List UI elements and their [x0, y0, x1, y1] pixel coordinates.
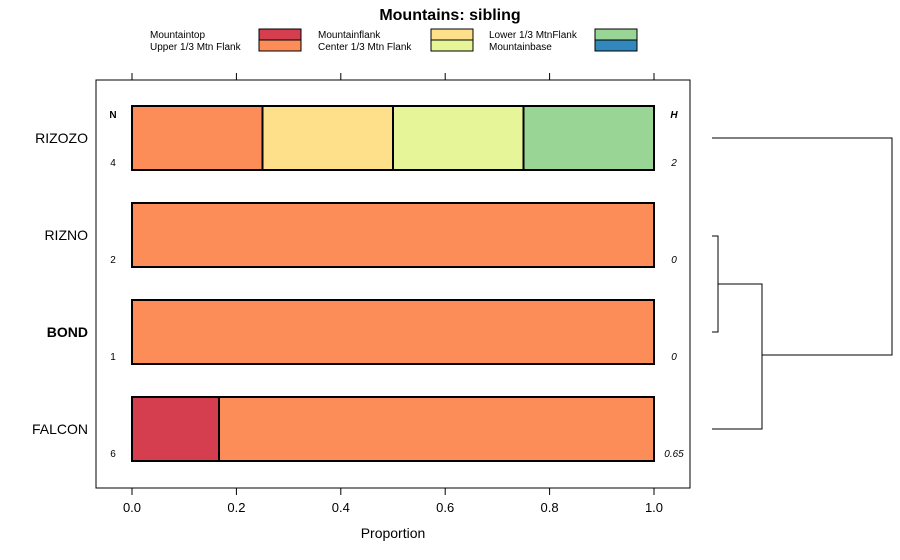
legend-swatch-center-1-3-mtn-flank: [430, 39, 474, 52]
category-label-rizno: RIZNO: [44, 227, 88, 243]
bar-segment-bond-upper-1-3-mtn-flank: [131, 299, 655, 365]
n-header: N: [109, 110, 116, 121]
x-axis-title: Proportion: [361, 525, 426, 541]
dendro-with-rizozo: [712, 137, 893, 356]
dendro-with-falcon: [712, 283, 763, 430]
bar-segment-falcon-mountaintop: [131, 396, 221, 462]
h-value-rizno: 0: [671, 255, 677, 266]
n-value-rizozo: 4: [110, 158, 116, 169]
bar-segment-rizozo-mountainflank: [261, 105, 394, 171]
bars-group: [131, 105, 655, 462]
h-value-falcon: 0.65: [664, 449, 684, 460]
bar-bond: [131, 299, 655, 365]
bar-segment-rizozo-center-1-3-mtn-flank: [392, 105, 525, 171]
category-label-falcon: FALCON: [32, 421, 88, 437]
x-axis: 0.0 0.2 0.4 0.6 0.8 1.0: [123, 73, 663, 515]
category-label-bond: BOND: [47, 324, 88, 340]
x-tick-label-0: 0.0: [123, 500, 141, 515]
bar-segment-rizozo-upper-1-3-mtn-flank: [131, 105, 264, 171]
bar-rizno: [131, 202, 655, 268]
legend-label-upper-1-3-mtn-flank: Upper 1/3 Mtn Flank: [150, 42, 242, 53]
legend-label-center-1-3-mtn-flank: Center 1/3 Mtn Flank: [318, 42, 412, 53]
dendrogram: [712, 137, 893, 430]
n-value-bond: 1: [110, 352, 116, 363]
category-labels: RIZOZO RIZNO BOND FALCON: [32, 130, 88, 437]
x-tick-label-1: 0.2: [227, 500, 245, 515]
legend-label-mountaintop: Mountaintop: [150, 30, 205, 41]
legend-swatch-lower-1-3-mtnflank: [594, 28, 638, 41]
legend-label-lower-1-3-mtnflank: Lower 1/3 MtnFlank: [489, 30, 578, 41]
bar-segment-rizno-upper-1-3-mtn-flank: [131, 202, 655, 268]
legend-swatch-mountainbase: [594, 39, 638, 52]
x-tick-label-2: 0.4: [332, 500, 350, 515]
legend-swatch-mountaintop: [258, 28, 302, 41]
bar-rizozo: [131, 105, 655, 171]
n-value-rizno: 2: [110, 255, 116, 266]
legend-swatch-mountainflank: [430, 28, 474, 41]
dendro-riz-no-bond: [712, 235, 719, 333]
h-header: H: [670, 110, 678, 121]
n-value-falcon: 6: [110, 449, 116, 460]
plot-frame: [95, 79, 691, 489]
legend-label-mountainbase: Mountainbase: [489, 42, 552, 53]
n-h-annotations: N H 4 2 2 0 1 0 6 0.65: [109, 110, 684, 460]
bar-segment-falcon-upper-1-3-mtn-flank: [218, 396, 655, 462]
x-tick-label-3: 0.6: [436, 500, 454, 515]
category-label-rizozo: RIZOZO: [35, 130, 88, 146]
bar-falcon: [131, 396, 655, 462]
bar-segment-rizozo-lower-1-3-mtnflank: [522, 105, 655, 171]
x-tick-label-5: 1.0: [645, 500, 663, 515]
legend-label-mountainflank: Mountainflank: [318, 30, 381, 41]
x-tick-label-4: 0.8: [541, 500, 559, 515]
h-value-rizozo: 2: [670, 158, 677, 169]
chart-title: Mountains: sibling: [379, 7, 520, 24]
legend-swatch-upper-1-3-mtn-flank: [258, 39, 302, 52]
h-value-bond: 0: [671, 352, 677, 363]
